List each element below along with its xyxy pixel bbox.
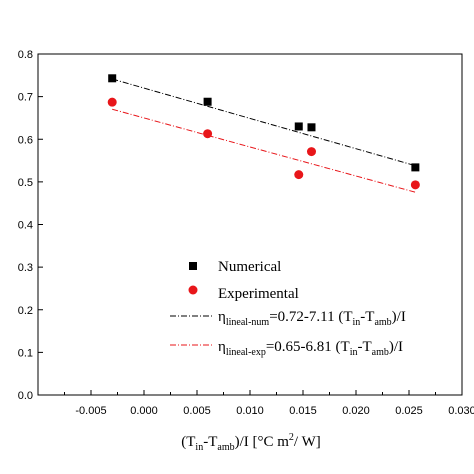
x-tick-label: 0.005	[183, 405, 211, 417]
fit-lines-layer	[112, 78, 416, 193]
data-point-numerical	[294, 122, 303, 131]
legend-marker-experimental	[188, 285, 198, 295]
legend-label-numerical: Numerical	[218, 259, 281, 275]
x-tick-label: 0.025	[395, 405, 423, 417]
y-tick-label: 0.4	[18, 220, 33, 232]
y-tick-label: 0.5	[18, 177, 33, 189]
x-axis-title: (Tin-Tamb)/I [°C m2/ W]	[181, 432, 320, 453]
x-tick-label: 0.020	[342, 405, 370, 417]
data-point-numerical	[108, 74, 117, 83]
data-point-experimental	[203, 129, 213, 139]
legend-marker-numerical	[189, 262, 197, 270]
y-tick-label: 0.3	[18, 262, 33, 274]
x-tick-label: 0.010	[236, 405, 264, 417]
data-point-numerical	[203, 97, 212, 106]
data-point-experimental	[306, 147, 316, 157]
x-tick-label: -0.005	[75, 405, 106, 417]
data-points-layer	[107, 74, 420, 190]
y-tick-label: 0.0	[18, 390, 33, 402]
fit-line-numerical	[112, 78, 416, 167]
x-tick-label: 0.000	[130, 405, 158, 417]
legend: Numerical Experimental ηlineal-num=0.72-…	[170, 259, 406, 358]
legend-label-fit-num: ηlineal-num=0.72-7.11 (Tin-Tamb)/I	[218, 309, 406, 328]
data-point-experimental	[294, 170, 304, 180]
x-tick-label: 0.030	[448, 405, 474, 417]
fit-line-experimental	[112, 108, 416, 193]
y-tick-label: 0.1	[18, 347, 33, 359]
data-point-numerical	[411, 163, 420, 172]
y-tick-label: 0.6	[18, 134, 33, 146]
legend-label-experimental: Experimental	[218, 286, 299, 302]
data-point-numerical	[307, 123, 316, 132]
plot-frame	[37, 53, 463, 396]
data-point-experimental	[107, 97, 117, 107]
ticks-layer: 0.0 0.1 0.2 0.3 0.4 0.5 0.6 0.7 0.8 -0.005 0.000 0.…	[18, 49, 474, 417]
legend-label-fit-exp: ηlineal-exp=0.65-6.81 (Tin-Tamb)/I	[218, 339, 403, 358]
y-tick-label: 0.7	[18, 92, 33, 104]
y-tick-label: 0.2	[18, 305, 33, 317]
y-tick-label: 0.8	[18, 49, 33, 61]
data-point-experimental	[410, 180, 420, 190]
x-tick-label: 0.015	[289, 405, 317, 417]
